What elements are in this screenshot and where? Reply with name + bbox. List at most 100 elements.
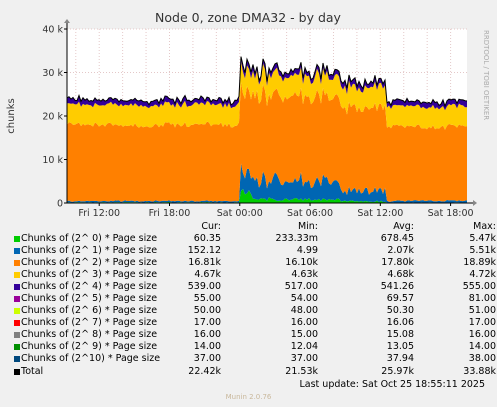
- legend-row: Chunks of (2^ 9) * Page size 14.00 12.04 13…: [14, 341, 496, 353]
- y-tick-label: 0: [57, 199, 63, 210]
- legend-row: Chunks of (2^ 8) * Page size 16.00 15.00 15…: [14, 329, 496, 341]
- legend-min: 4.63k: [291, 269, 318, 280]
- y-tick-label: 10 k: [42, 155, 63, 166]
- legend-swatch: [14, 236, 20, 242]
- legend-max: 555.00: [462, 281, 496, 292]
- legend-cur: 50.00: [193, 305, 221, 316]
- legend-row: Chunks of (2^ 6) * Page size 50.00 48.00 50…: [14, 305, 496, 317]
- legend-cur: 55.00: [193, 293, 221, 304]
- legend-max: 81.00: [468, 293, 496, 304]
- y-axis-label: chunks: [6, 98, 17, 134]
- area-series-1: [67, 163, 467, 203]
- x-axis-arrow: [473, 200, 477, 206]
- legend-label: Chunks of (2^10) * Page size: [21, 353, 161, 364]
- legend-min: 16.00: [290, 317, 318, 328]
- legend-min: 37.00: [290, 353, 318, 364]
- legend-cur: 16.81k: [188, 257, 221, 268]
- legend-label: Chunks of (2^ 5) * Page size: [21, 293, 158, 304]
- munin-version: Munin 2.0.76: [225, 393, 272, 401]
- x-tick-label: Sat 06:00: [287, 208, 333, 219]
- legend-max: 51.00: [468, 305, 496, 316]
- legend-avg: 37.94: [386, 353, 414, 364]
- legend-cur: 4.67k: [194, 269, 221, 280]
- legend-label: Chunks of (2^ 1) * Page size: [21, 245, 158, 256]
- legend-max: 33.88k: [463, 366, 496, 377]
- x-tick-label: Sat 12:00: [357, 208, 403, 219]
- legend-swatch: [14, 308, 20, 314]
- legend-swatch: [14, 369, 20, 375]
- legend-cur: 37.00: [193, 353, 221, 364]
- legend-label: Chunks of (2^ 6) * Page size: [21, 305, 158, 316]
- legend-swatch: [14, 284, 20, 290]
- legend-label: Chunks of (2^ 2) * Page size: [21, 257, 158, 268]
- legend-min: 12.04: [290, 341, 318, 352]
- legend-avg: 13.05: [386, 341, 414, 352]
- legend-avg: 50.30: [386, 305, 414, 316]
- legend-max: 14.00: [468, 341, 496, 352]
- legend-max: 5.51k: [469, 245, 496, 256]
- legend-swatch: [14, 272, 20, 278]
- legend-max: 16.00: [468, 329, 496, 340]
- legend-label: Chunks of (2^ 9) * Page size: [21, 341, 158, 352]
- legend-row: Chunks of (2^ 5) * Page size 55.00 54.00 69…: [14, 293, 496, 305]
- legend-avg: 69.57: [386, 293, 414, 304]
- last-update: Last update: Sat Oct 25 18:55:11 2025: [299, 379, 485, 390]
- legend-min: 15.00: [290, 329, 318, 340]
- legend-swatch: [14, 296, 20, 302]
- col-cur: Cur:: [201, 221, 221, 232]
- legend-swatch: [14, 260, 20, 266]
- col-max: Max:: [473, 221, 496, 232]
- legend-total: Total 22.42k 21.53k 25.97k 33.88k: [14, 366, 496, 378]
- legend-avg: 17.80k: [381, 257, 414, 268]
- legend-max: 4.72k: [469, 269, 496, 280]
- legend-max: 17.00: [468, 317, 496, 328]
- legend-label: Total: [21, 366, 44, 377]
- legend-row: Chunks of (2^ 4) * Page size 539.00 517.00…: [14, 281, 496, 293]
- legend-min: 48.00: [290, 305, 318, 316]
- legend-cur: 152.12: [187, 245, 221, 256]
- legend-cur: 539.00: [187, 281, 221, 292]
- legend-min: 21.53k: [285, 366, 318, 377]
- legend-min: 517.00: [284, 281, 318, 292]
- legend-row: Chunks of (2^ 3) * Page size 4.67k 4.63k 4.…: [14, 269, 496, 281]
- legend-swatch: [14, 332, 20, 338]
- x-tick-label: Fri 12:00: [78, 208, 120, 219]
- area-series-2: [67, 82, 467, 202]
- legend-cur: 16.00: [193, 329, 221, 340]
- area-series-3: [67, 61, 467, 130]
- y-tick-label: 20 k: [42, 112, 63, 123]
- legend-min: 16.10k: [285, 257, 318, 268]
- legend-avg: 2.07k: [387, 245, 414, 256]
- y-tick-label: 40 k: [42, 25, 63, 36]
- legend-swatch: [14, 320, 20, 326]
- x-tick-label: Fri 18:00: [149, 208, 191, 219]
- legend-row: Chunks of (2^ 7) * Page size 17.00 16.00 16…: [14, 317, 496, 329]
- chart-title: Node 0, zone DMA32 - by day: [155, 10, 342, 25]
- legend-swatch: [14, 248, 20, 254]
- y-axis-arrow: [64, 19, 70, 23]
- legend-min: 54.00: [290, 293, 318, 304]
- stacked-areas: [66, 56, 468, 203]
- col-min: Min:: [297, 221, 318, 232]
- legend-label: Chunks of (2^ 7) * Page size: [21, 317, 158, 328]
- legend-avg: 678.45: [380, 233, 414, 244]
- legend-avg: 15.08: [386, 329, 414, 340]
- legend-cur: 60.35: [193, 233, 221, 244]
- rrdtool-credit: RRDTOOL / TOBI OETIKER: [482, 30, 490, 120]
- legend-swatch: [14, 356, 20, 362]
- x-tick-label: Sat 18:00: [428, 208, 474, 219]
- legend-label: Chunks of (2^ 0) * Page size: [21, 233, 158, 244]
- legend-max: 5.47k: [469, 233, 496, 244]
- legend-cur: 17.00: [193, 317, 221, 328]
- legend-row: Chunks of (2^ 0) * Page size 60.35 233.33m…: [14, 233, 496, 245]
- legend-max: 18.89k: [463, 257, 496, 268]
- legend-label: Chunks of (2^ 4) * Page size: [21, 281, 158, 292]
- legend-swatch: [14, 344, 20, 350]
- tick-labels: 0 10 k 20 k 30 k 40 k Fri 12:00 Fri 18:00 Sat 0…: [42, 25, 473, 220]
- legend-header: Cur: Min: Avg: Max:: [14, 221, 496, 233]
- legend-cur: 14.00: [193, 341, 221, 352]
- legend-avg: 16.06: [386, 317, 414, 328]
- legend-avg: 541.26: [380, 281, 414, 292]
- legend-row: Chunks of (2^ 1) * Page size 152.12 4.99 2.…: [14, 245, 496, 257]
